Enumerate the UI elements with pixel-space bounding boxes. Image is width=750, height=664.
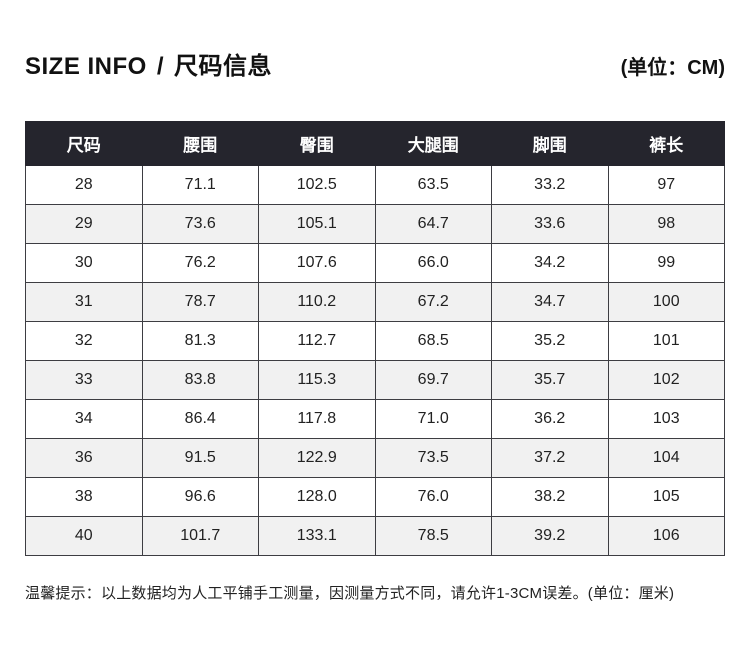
column-header: 臀围: [258, 121, 376, 166]
measurement-cell: 76.0: [374, 477, 492, 517]
measurement-cell: 37.2: [491, 438, 609, 478]
measurement-cell: 106: [607, 516, 725, 556]
measurement-cell: 35.2: [491, 321, 609, 361]
unit-label: (单位：CM): [620, 57, 725, 79]
column-header: 尺码: [25, 121, 143, 166]
measurement-cell: 97: [607, 165, 725, 205]
measurement-cell: 102.5: [258, 165, 376, 205]
measurement-cell: 115.3: [258, 360, 376, 400]
measurement-cell: 73.5: [374, 438, 492, 478]
measurement-cell: 76.2: [141, 243, 259, 283]
table-row: 30 76.2 107.6 66.0 34.2 99: [25, 243, 725, 283]
measurement-cell: 91.5: [141, 438, 259, 478]
measurement-cell: 67.2: [374, 282, 492, 322]
size-cell: 38: [25, 477, 143, 517]
measurement-cell: 105.1: [258, 204, 376, 244]
table-row: 33 83.8 115.3 69.7 35.7 102: [25, 360, 725, 400]
page-header: SIZE INFO / 尺码信息 (单位：CM): [25, 46, 725, 81]
size-cell: 31: [25, 282, 143, 322]
page-title: SIZE INFO / 尺码信息: [25, 46, 272, 81]
measurement-cell: 78.7: [141, 282, 259, 322]
measurement-cell: 96.6: [141, 477, 259, 517]
measurement-cell: 39.2: [491, 516, 609, 556]
size-cell: 28: [25, 165, 143, 205]
column-header: 腰围: [141, 121, 259, 166]
table-row: 34 86.4 117.8 71.0 36.2 103: [25, 399, 725, 439]
measurement-cell: 73.6: [141, 204, 259, 244]
measurement-cell: 110.2: [258, 282, 376, 322]
column-header: 裤长: [607, 121, 725, 166]
measurement-cell: 101: [607, 321, 725, 361]
table-row: 38 96.6 128.0 76.0 38.2 105: [25, 477, 725, 517]
size-cell: 40: [25, 516, 143, 556]
measurement-cell: 102: [607, 360, 725, 400]
size-cell: 33: [25, 360, 143, 400]
measurement-cell: 133.1: [258, 516, 376, 556]
size-table-head: 尺码 腰围 臀围 大腿围 脚围 裤长: [25, 121, 725, 166]
measurement-cell: 38.2: [491, 477, 609, 517]
table-row: 36 91.5 122.9 73.5 37.2 104: [25, 438, 725, 478]
size-cell: 29: [25, 204, 143, 244]
measurement-cell: 117.8: [258, 399, 376, 439]
table-row: 28 71.1 102.5 63.5 33.2 97: [25, 165, 725, 205]
size-table-header-row: 尺码 腰围 臀围 大腿围 脚围 裤长: [25, 121, 725, 166]
measurement-cell: 33.2: [491, 165, 609, 205]
size-table: 尺码 腰围 臀围 大腿围 脚围 裤长 28 71.1 102.5 63.5 33.2 97 29 73.…: [25, 121, 725, 556]
table-row: 40 101.7 133.1 78.5 39.2 106: [25, 516, 725, 556]
footer-note: 温馨提示：以上数据均为人工平铺手工测量，因测量方式不同，请允许1-3CM误差。(…: [25, 585, 675, 602]
title-separator: /: [156, 53, 165, 80]
measurement-cell: 64.7: [374, 204, 492, 244]
measurement-cell: 101.7: [141, 516, 259, 556]
measurement-cell: 33.6: [491, 204, 609, 244]
table-row: 31 78.7 110.2 67.2 34.7 100: [25, 282, 725, 322]
page-title-zh: 尺码信息: [174, 53, 273, 80]
size-cell: 32: [25, 321, 143, 361]
column-header: 大腿围: [374, 121, 492, 166]
measurement-cell: 71.1: [141, 165, 259, 205]
size-cell: 30: [25, 243, 143, 283]
measurement-cell: 100: [607, 282, 725, 322]
measurement-cell: 63.5: [374, 165, 492, 205]
measurement-cell: 71.0: [374, 399, 492, 439]
measurement-cell: 35.7: [491, 360, 609, 400]
measurement-cell: 34.2: [491, 243, 609, 283]
measurement-cell: 68.5: [374, 321, 492, 361]
measurement-cell: 128.0: [258, 477, 376, 517]
measurement-cell: 66.0: [374, 243, 492, 283]
measurement-cell: 98: [607, 204, 725, 244]
measurement-cell: 103: [607, 399, 725, 439]
measurement-cell: 99: [607, 243, 725, 283]
measurement-cell: 112.7: [258, 321, 376, 361]
size-cell: 36: [25, 438, 143, 478]
measurement-cell: 83.8: [141, 360, 259, 400]
measurement-cell: 107.6: [258, 243, 376, 283]
measurement-cell: 81.3: [141, 321, 259, 361]
measurement-cell: 69.7: [374, 360, 492, 400]
table-row: 29 73.6 105.1 64.7 33.6 98: [25, 204, 725, 244]
measurement-cell: 78.5: [374, 516, 492, 556]
measurement-cell: 36.2: [491, 399, 609, 439]
size-cell: 34: [25, 399, 143, 439]
size-table-body: 28 71.1 102.5 63.5 33.2 97 29 73.6 105.1 64.7 33.6…: [25, 165, 725, 556]
page-title-en: SIZE INFO: [25, 53, 147, 80]
table-row: 32 81.3 112.7 68.5 35.2 101: [25, 321, 725, 361]
measurement-cell: 122.9: [258, 438, 376, 478]
measurement-cell: 34.7: [491, 282, 609, 322]
column-header: 脚围: [491, 121, 609, 166]
measurement-cell: 105: [607, 477, 725, 517]
measurement-cell: 104: [607, 438, 725, 478]
measurement-cell: 86.4: [141, 399, 259, 439]
